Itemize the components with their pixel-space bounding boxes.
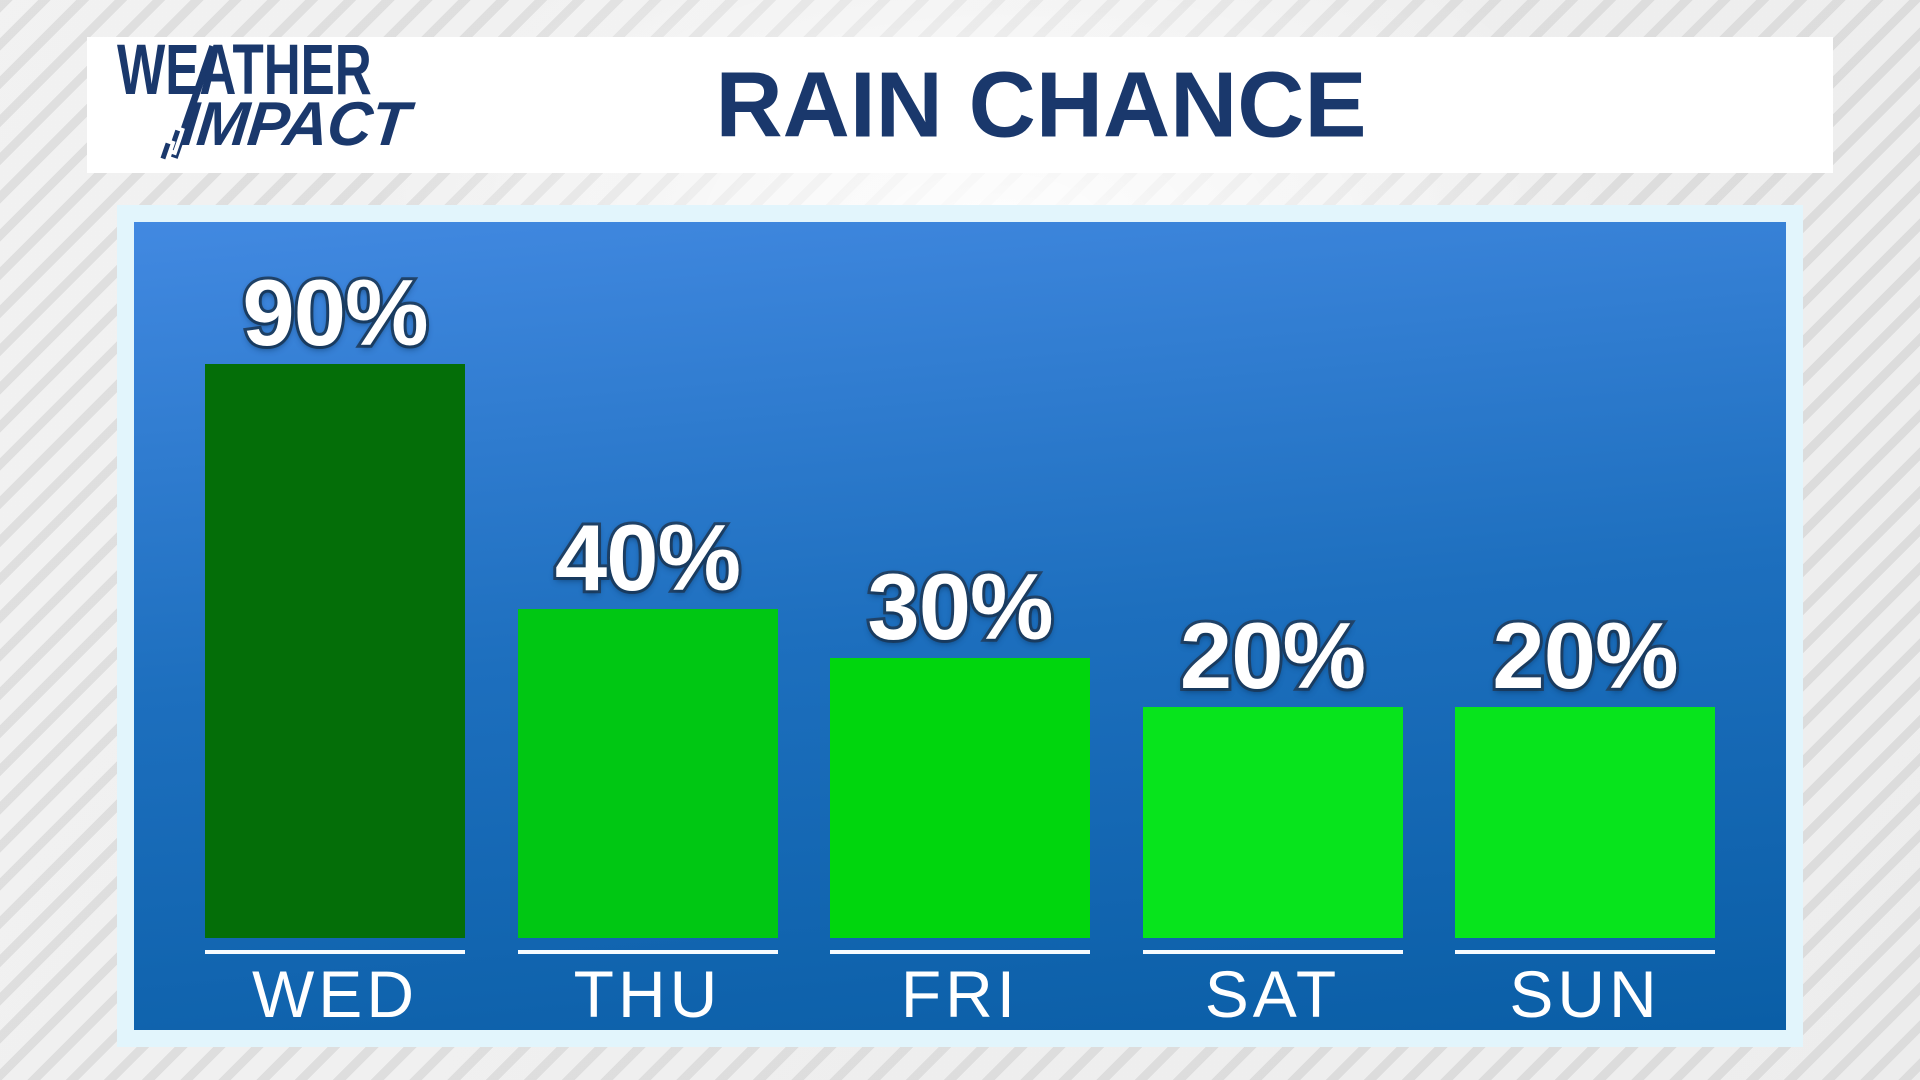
bar-baseline: [517, 950, 778, 954]
bar: [205, 364, 465, 938]
bar-category-label: WED: [252, 957, 418, 1031]
chart-plot-area: 90% WED 40% THU 30% FRI 20% SAT 20% SUN: [134, 222, 1786, 1031]
bar-baseline: [1142, 950, 1403, 954]
bar-value-label: 30%: [864, 554, 1056, 659]
logo-text-weather: WEATHER: [117, 31, 372, 110]
logo-text-impact: IMPACT: [177, 90, 412, 159]
bar-value-label: 20%: [1177, 603, 1369, 708]
bar: [1455, 707, 1715, 938]
bar-value-label: 90%: [239, 260, 431, 365]
bar-category-label: THU: [573, 957, 722, 1031]
bar-category-label: FRI: [900, 957, 1020, 1031]
logo-rain-dash-icon: [160, 142, 171, 160]
bar: [1142, 707, 1403, 938]
bar-value-label: 40%: [552, 505, 744, 610]
bar-value-label: 20%: [1489, 603, 1681, 708]
chart-panel: 90% WED 40% THU 30% FRI 20% SAT 20% SUN: [117, 205, 1803, 1047]
bar-category-label: SUN: [1509, 957, 1661, 1031]
bar-column: 30% FRI: [830, 554, 1090, 1031]
bar-category-label: SAT: [1204, 957, 1341, 1031]
bar-column: 20% SUN: [1455, 603, 1715, 1031]
page-title: RAIN CHANCE: [715, 52, 1367, 157]
bar-baseline: [1455, 950, 1715, 954]
bar-column: 40% THU: [517, 505, 778, 1031]
header-bar: WEATHER IMPACT RAIN CHANCE: [87, 31, 1833, 173]
bar-column: 20% SAT: [1142, 603, 1403, 1031]
bar-column: 90% WED: [205, 260, 465, 1031]
weather-impact-logo: WEATHER IMPACT: [87, 31, 557, 173]
bar-baseline: [830, 950, 1090, 954]
bar: [517, 609, 778, 938]
bar: [830, 658, 1090, 938]
bar-baseline: [205, 950, 465, 954]
